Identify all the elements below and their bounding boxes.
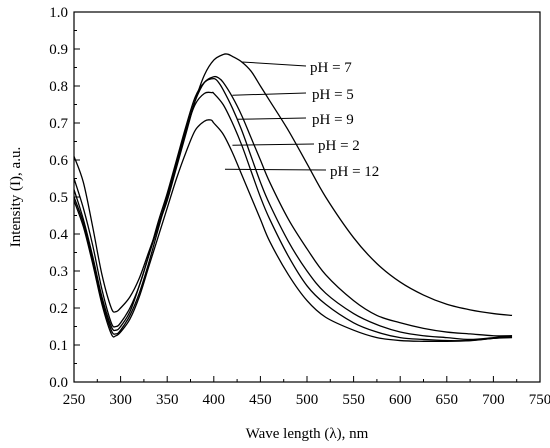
series-line-3 bbox=[73, 77, 513, 341]
x-tick-label: 400 bbox=[203, 392, 226, 408]
x-axis-title: Wave length (λ), nm bbox=[246, 426, 369, 442]
x-tick-label: 650 bbox=[436, 392, 459, 408]
series-labels: pH = 7 pH = 5 pH = 9 pH = 2 pH = 12 bbox=[224, 60, 379, 180]
y-axis: 0.0 0.1 0.2 0.3 0.4 0.5 0.6 0.7 0.8 0.9 1.0 bbox=[49, 5, 80, 391]
series-leader-line bbox=[232, 92, 307, 96]
series-lines bbox=[73, 53, 513, 343]
x-tick-label: 700 bbox=[482, 392, 505, 408]
series-leader-line bbox=[241, 61, 307, 67]
y-tick-label: 0.2 bbox=[49, 301, 68, 317]
series-label: pH = 12 bbox=[330, 164, 379, 180]
x-tick-label: 250 bbox=[63, 392, 86, 408]
series-line-1 bbox=[73, 53, 513, 317]
x-tick-label: 450 bbox=[249, 392, 272, 408]
x-tick-label: 350 bbox=[156, 392, 179, 408]
y-tick-label: 0.7 bbox=[49, 116, 68, 132]
x-tick-label: 500 bbox=[296, 392, 319, 408]
x-tick-label: 750 bbox=[529, 392, 550, 408]
y-tick-label: 0.6 bbox=[49, 153, 68, 169]
y-tick-label: 0.3 bbox=[49, 264, 68, 280]
series-line-4 bbox=[73, 91, 513, 342]
series-label: pH = 9 bbox=[312, 112, 354, 128]
x-tick-label: 600 bbox=[389, 392, 412, 408]
series-leader-line bbox=[232, 143, 315, 146]
series-label: pH = 7 bbox=[310, 60, 352, 76]
series-line-5 bbox=[73, 119, 513, 343]
y-tick-label: 0.5 bbox=[49, 190, 68, 206]
x-tick-label: 300 bbox=[109, 392, 132, 408]
y-tick-label: 0.4 bbox=[49, 227, 68, 243]
y-tick-label: 1.0 bbox=[49, 5, 68, 21]
y-tick-label: 0.1 bbox=[49, 338, 68, 354]
x-axis: 250 300 350 400 450 500 550 600 650 700 750 bbox=[63, 376, 550, 408]
series-leader-line bbox=[224, 168, 327, 171]
y-axis-title: Intensity (I), a.u. bbox=[8, 147, 24, 247]
series-line-2 bbox=[73, 75, 513, 337]
series-leader-line bbox=[237, 117, 307, 120]
y-tick-label: 0.8 bbox=[49, 79, 68, 95]
series-label: pH = 2 bbox=[318, 138, 360, 154]
series-label: pH = 5 bbox=[312, 87, 354, 103]
x-tick-label: 550 bbox=[342, 392, 365, 408]
plot-frame bbox=[73, 11, 541, 383]
y-tick-label: 0.0 bbox=[49, 375, 68, 391]
y-tick-label: 0.9 bbox=[49, 42, 68, 58]
